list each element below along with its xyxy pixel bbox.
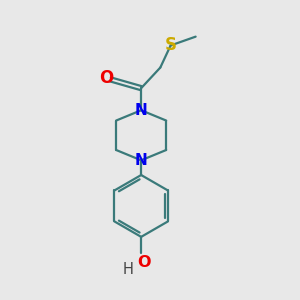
Text: N: N	[135, 153, 148, 168]
Text: S: S	[165, 37, 177, 55]
Text: O: O	[137, 255, 150, 270]
Text: O: O	[100, 69, 114, 87]
Text: N: N	[135, 103, 148, 118]
Text: H: H	[122, 262, 134, 277]
